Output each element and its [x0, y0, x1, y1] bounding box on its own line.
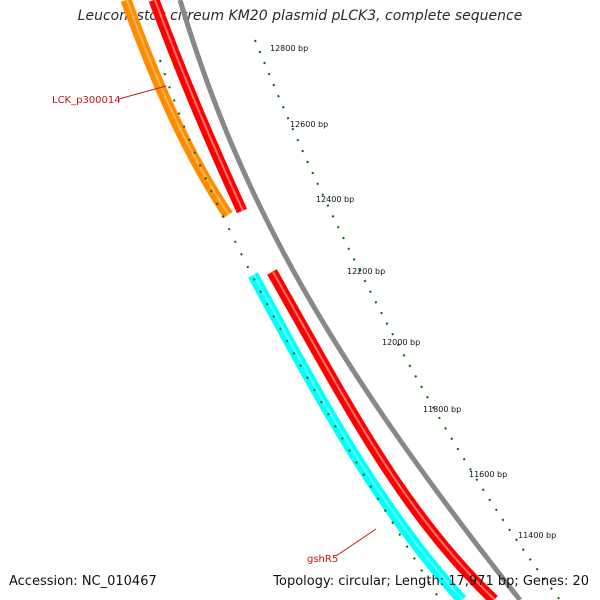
gene-arc-red-upper [148, 0, 248, 214]
gene-label-leader [335, 528, 377, 557]
scale-label: 12000 bp [382, 338, 420, 347]
scale-label: 12200 bp [347, 267, 385, 276]
gene-label-leader [118, 85, 167, 100]
gene-arc-lck-p300014 [120, 0, 233, 219]
gene-arc-gshr5 [248, 272, 467, 600]
inner-ring-dots [159, 59, 441, 600]
scale-label: 11800 bp [423, 405, 461, 414]
map-title: Leuconostoc citreum KM20 plasmid pLCK3, … [77, 8, 523, 24]
gene-label: LCK_p300014 [52, 95, 121, 106]
summary-text: Topology: circular; Length: 17,971 bp; G… [273, 574, 589, 589]
scale-label: 12400 bp [316, 195, 354, 204]
scale-label: 12600 bp [290, 120, 328, 129]
scale-label: 11600 bp [469, 470, 507, 479]
scale-label: 12800 bp [270, 44, 308, 53]
gene-arc-red-lower [267, 269, 498, 600]
sequence-backbone [177, 0, 522, 600]
accession-text: Accession: NC_010467 [9, 574, 157, 589]
scale-label: 11400 bp [518, 531, 556, 540]
gene-label: gshR5 [307, 554, 338, 565]
